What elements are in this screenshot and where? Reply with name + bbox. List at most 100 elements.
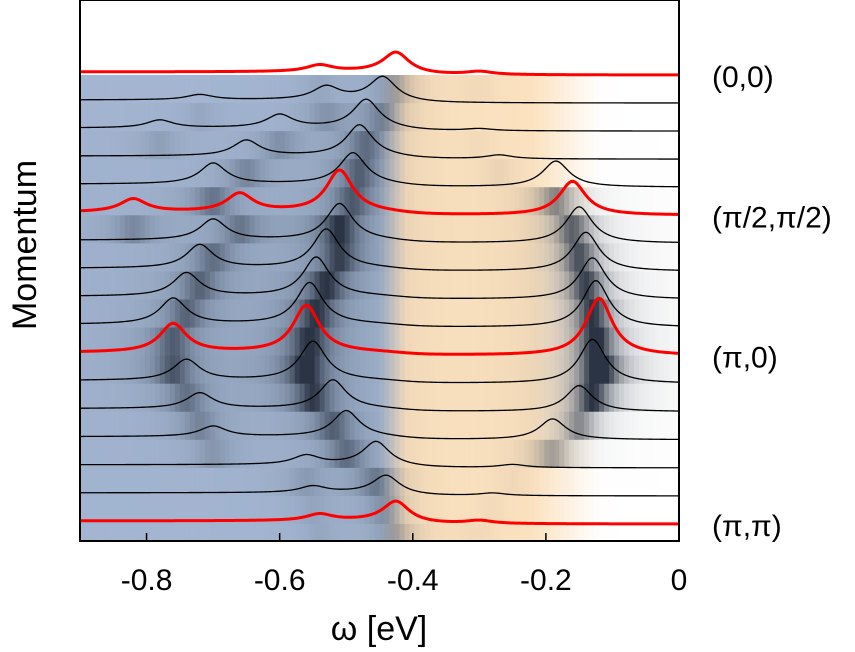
heatmap-cell: [174, 383, 181, 413]
heatmap-cell: [469, 103, 475, 132]
heatmap-cell: [389, 131, 396, 160]
heatmap-cell: [189, 327, 196, 357]
heatmap-cell: [554, 271, 560, 301]
heatmap-cell: [339, 439, 346, 469]
heatmap-cell: [254, 467, 261, 497]
heatmap-cell: [249, 327, 256, 357]
heatmap-cell: [364, 243, 371, 273]
heatmap-cell: [169, 495, 176, 525]
heatmap-cell: [104, 467, 111, 497]
heatmap-cell: [454, 355, 460, 385]
heatmap-cell: [284, 187, 291, 216]
edc-curve-12: [80, 379, 679, 412]
heatmap-cell: [389, 159, 396, 188]
heatmap-cell: [224, 467, 231, 497]
heatmap-cell: [369, 103, 376, 132]
heatmap-cell: [104, 383, 111, 413]
heatmap-cell: [214, 271, 221, 301]
heatmap-cell: [274, 524, 281, 541]
heatmap-cell: [234, 327, 241, 357]
heatmap-cell: [354, 467, 361, 497]
heatmap-cell: [374, 411, 381, 441]
heatmap-cell: [274, 383, 281, 413]
heatmap-cell: [464, 187, 470, 216]
heatmap-cell: [229, 299, 236, 329]
heatmap-cell: [464, 271, 470, 301]
heatmap-cell: [564, 131, 570, 160]
heatmap-cell: [299, 243, 306, 273]
heatmap-cell: [329, 187, 336, 216]
heatmap-cell: [644, 103, 650, 132]
heatmap-cell: [389, 187, 396, 216]
heatmap-cell: [409, 383, 416, 413]
heatmap-cell: [134, 299, 141, 329]
heatmap-cell: [299, 299, 306, 329]
heatmap-cell: [304, 103, 311, 132]
heatmap-cell: [649, 467, 655, 497]
heatmap-cell: [224, 327, 231, 357]
heatmap-cell: [104, 215, 111, 244]
heatmap-cell: [119, 103, 126, 132]
heatmap-cell: [469, 327, 475, 357]
heatmap-cell: [204, 75, 211, 104]
heatmap-cell: [154, 103, 161, 132]
edc-curve-15: [80, 474, 679, 497]
heatmap-cell: [184, 131, 191, 160]
heatmap-cell: [349, 327, 356, 357]
heatmap-cell: [354, 495, 361, 525]
heatmap-cell: [479, 411, 485, 441]
heatmap-cell: [454, 439, 460, 469]
heatmap-cell: [139, 215, 146, 244]
heatmap-cell: [354, 327, 361, 357]
heatmap-cell: [419, 75, 426, 104]
heatmap-cell: [559, 243, 565, 273]
heatmap-cell: [269, 187, 276, 216]
heatmap-cell: [179, 299, 186, 329]
heatmap-cell: [584, 131, 590, 160]
heatmap-cell: [444, 524, 450, 541]
heatmap-cell: [204, 299, 211, 329]
heatmap-cell: [569, 355, 575, 385]
heatmap-cell: [589, 383, 595, 413]
heatmap-cell: [274, 243, 281, 273]
heatmap-cell: [94, 439, 101, 469]
heatmap-cell: [639, 159, 645, 188]
heatmap-cell: [454, 327, 460, 357]
heatmap-cell: [454, 75, 460, 104]
heatmap-cell: [604, 327, 610, 357]
heatmap-cell: [669, 439, 675, 469]
heatmap-cell: [189, 411, 196, 441]
heatmap-cell: [439, 271, 445, 301]
heatmap-cell: [474, 355, 480, 385]
heatmap-cell: [279, 439, 286, 469]
heatmap-cell: [654, 524, 660, 541]
heatmap-cell: [404, 271, 411, 301]
heatmap-cell: [589, 327, 595, 357]
heatmap-cell: [614, 187, 620, 216]
heatmap-cell: [269, 271, 276, 301]
heatmap-cell: [429, 411, 436, 441]
heatmap-cell: [584, 495, 590, 525]
heatmap-cell: [144, 103, 151, 132]
heatmap-cell: [279, 327, 286, 357]
heatmap-cell: [259, 271, 266, 301]
heatmap-cell: [649, 299, 655, 329]
heatmap-cell: [80, 439, 86, 469]
heatmap-cell: [179, 383, 186, 413]
heatmap-cell: [489, 524, 495, 541]
heatmap-cell: [194, 271, 201, 301]
heatmap-cell: [234, 495, 241, 525]
heatmap-cell: [539, 159, 545, 188]
heatmap-cell: [549, 439, 555, 469]
heatmap-cell: [359, 411, 366, 441]
heatmap-cell: [89, 75, 96, 104]
heatmap-cell: [609, 75, 615, 104]
heatmap-cell: [534, 159, 540, 188]
heatmap-cell: [364, 495, 371, 525]
heatmap-cell: [649, 215, 655, 244]
intensity-map: [80, 75, 679, 541]
heatmap-cell: [409, 271, 416, 301]
heatmap-cell: [239, 495, 246, 525]
heatmap-cell: [414, 411, 421, 441]
heatmap-cell: [594, 299, 600, 329]
